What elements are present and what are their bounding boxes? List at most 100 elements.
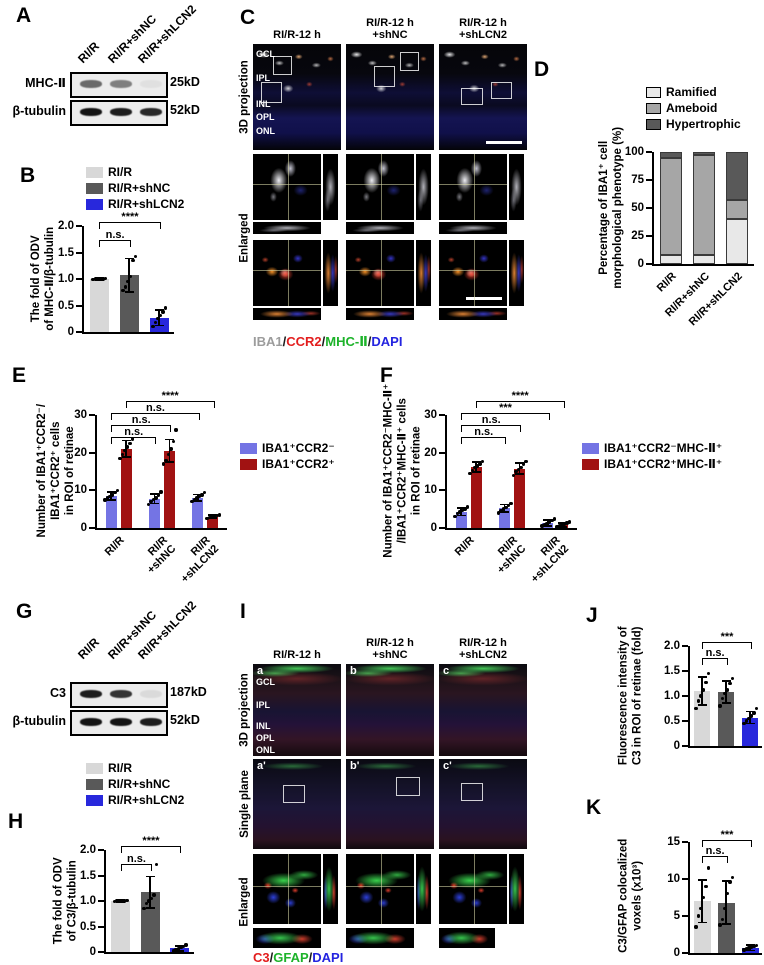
stacked-bar-segment — [693, 152, 715, 156]
data-point — [519, 466, 523, 470]
data-point — [197, 494, 202, 499]
significance-bracket: **** — [125, 390, 215, 408]
significance-bracket: *** — [702, 829, 752, 847]
data-point — [718, 923, 722, 927]
legend-swatch — [646, 87, 661, 98]
legend-swatch — [582, 459, 599, 470]
panel-label-e: E — [12, 364, 27, 387]
y-axis-tick-label: 0 — [637, 258, 644, 270]
bar — [111, 901, 131, 952]
bar — [89, 279, 109, 332]
micrograph-enlarged-ortho — [253, 854, 321, 924]
bar — [207, 516, 219, 528]
error-bar-cap — [150, 492, 159, 495]
x-axis-tick-label: RI/R +shLCN2 — [178, 534, 222, 585]
y-axis-tick-label: 25 — [631, 230, 644, 242]
protein-band — [140, 108, 162, 116]
row-label-text: Single plane — [238, 770, 251, 838]
data-point — [169, 447, 173, 451]
data-point — [720, 696, 725, 701]
data-point — [101, 277, 105, 281]
bar — [105, 495, 117, 528]
data-point — [547, 520, 552, 524]
data-point — [202, 490, 207, 495]
ortho-side-strip — [416, 154, 431, 220]
legend-item: IBA1⁺CCR2⁻MHC-Ⅱ⁺ — [582, 442, 722, 455]
error-bar-cap — [145, 907, 155, 909]
significance-label: n.s. — [126, 853, 146, 865]
roi-box — [491, 82, 512, 99]
error-bar-cap — [471, 461, 481, 463]
roi-box — [273, 56, 292, 75]
error-bar-cap — [697, 878, 707, 881]
stacked-bar-segment — [726, 200, 749, 220]
y-axis-tick-label: 30 — [424, 409, 437, 421]
data-point — [728, 681, 732, 686]
significance-bracket: **** — [120, 835, 182, 853]
bar — [120, 448, 132, 528]
y-axis-tick-label: 50 — [631, 202, 644, 214]
panel-i-micrographs: RI/R-12 h RI/R-12 h +shNC RI/R-12 h +shL… — [237, 598, 531, 965]
ortho-bottom-strip — [346, 928, 414, 948]
protein-band — [80, 108, 102, 116]
data-point — [555, 525, 559, 529]
significance-label: *** — [720, 631, 734, 643]
data-point — [460, 508, 465, 513]
data-point — [205, 516, 209, 520]
data-point — [521, 462, 526, 466]
data-point — [509, 501, 513, 506]
data-point — [550, 518, 554, 523]
data-point — [115, 488, 120, 493]
data-point — [562, 522, 567, 526]
protein-band — [110, 718, 132, 726]
y-axis-tick — [682, 670, 688, 672]
data-point — [210, 515, 214, 519]
legend-item: RI/R — [86, 762, 184, 775]
data-point — [118, 456, 122, 460]
data-point — [217, 513, 222, 517]
caption-segment: GFAP — [273, 950, 309, 965]
data-point — [463, 507, 467, 511]
y-axis-tick-label: 10 — [667, 873, 680, 885]
data-point — [133, 255, 138, 259]
y-axis-tick-label: 1.5 — [80, 869, 96, 882]
ortho-bottom-strip — [439, 308, 507, 320]
error-bar-cap — [745, 949, 755, 952]
panel-label-c: C — [240, 6, 256, 29]
y-axis-tick — [439, 527, 445, 529]
y-axis-tick — [646, 263, 652, 265]
y-axis-tick-label: 0 — [80, 522, 87, 534]
ortho-side-strip — [416, 240, 431, 306]
y-axis-tick — [682, 878, 688, 880]
significance-label: n.s. — [481, 414, 501, 426]
error-bar-cap — [721, 880, 731, 882]
y-axis-title: Fluorescence intensity of C3 in ROI of r… — [612, 627, 650, 766]
ortho-bottom-strip — [439, 222, 507, 234]
roi-box — [261, 82, 282, 103]
y-axis-tick — [98, 900, 104, 902]
data-point — [496, 511, 501, 515]
legend-label: IBA1⁺CCR2⁺MHC-Ⅱ⁺ — [604, 457, 723, 471]
significance-label: *** — [720, 829, 734, 841]
error-bar-cap — [165, 461, 174, 463]
legend-item: IBA1⁺CCR2⁺ — [240, 458, 335, 471]
bar — [192, 497, 204, 528]
data-point — [108, 494, 112, 499]
data-point — [93, 277, 98, 281]
bar — [742, 717, 758, 746]
data-point — [742, 948, 746, 952]
y-axis-tick-label: 1.0 — [664, 690, 680, 702]
protein-band — [140, 718, 162, 726]
bar-chart-mhc2-odv: 0 0.5 1.0 1.5 2.0 n.s. **** — [58, 211, 174, 338]
data-point — [468, 471, 472, 476]
x-axis-tick-label: RI/R — [654, 270, 679, 295]
data-point — [171, 439, 176, 444]
blot-kd-label: 187kD — [170, 685, 207, 699]
data-point — [112, 899, 117, 904]
error-bar-cap — [124, 257, 134, 260]
data-point — [473, 466, 477, 470]
caption-segment: C3 — [253, 950, 270, 965]
stacked-bar-segment — [659, 255, 682, 264]
error-bar-cap — [106, 491, 116, 493]
grouped-bar-chart-mhc2: 0 10 20 30 RI/R RI/R +shNC RI/R +shLCN2 n.s. n.s… — [424, 390, 577, 585]
